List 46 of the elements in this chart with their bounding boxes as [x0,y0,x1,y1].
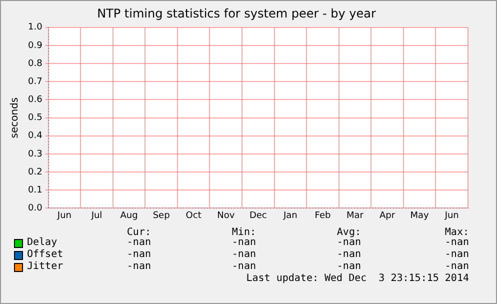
y-tick-label: 1.0 [28,22,43,33]
y-tick-label: 0.6 [28,95,43,106]
x-tick-label: May [410,210,430,221]
text: -nan [336,261,361,272]
x-tick-label: Oct [186,210,202,221]
y-tick-label: 0.8 [28,58,43,69]
text: -nan [126,261,151,272]
y-tick-label: 0.5 [28,113,42,124]
y-tick-label: 0.0 [28,204,43,214]
x-tick-label: Mar [346,210,364,221]
x-tick-label: Nov [217,210,236,221]
text: -nan [126,249,151,260]
x-tick-label: Jul [90,210,102,221]
x-tick-label: Dec [249,210,267,221]
x-tick-label: Jan [282,210,298,221]
x-tick-label: Jun [56,210,72,221]
text: -nan [336,249,361,260]
text: -nan [444,249,469,260]
x-tick-label: Sep [152,210,170,221]
text: -nan [336,237,361,248]
chart-title: NTP timing statistics for system peer - by year [97,6,376,20]
y-tick-label: 0.3 [28,149,42,160]
x-tick-label: Apr [380,210,396,221]
y-axis-title: seconds [10,97,21,138]
x-tick-label: Feb [314,210,331,221]
y-tick-label: 0.4 [28,131,43,142]
legend-label: Jitter [27,261,64,272]
x-tick-label: Aug [120,210,138,221]
text: -nan [232,261,256,272]
text: Min: [232,227,256,238]
legend-label: Delay [27,237,58,248]
text: -nan [126,237,151,248]
y-tick-label: 0.9 [28,40,43,51]
text: Cur: [126,227,151,238]
text: -nan [232,237,256,248]
legend-label: Offset [27,249,64,260]
text: -nan [232,249,256,260]
text: -nan [444,261,469,272]
text: Max: [444,227,469,238]
text: -nan [444,237,469,248]
text: Last update: Wed Dec 3 23:15:15 2014 [246,273,469,284]
y-tick-label: 0.1 [28,185,42,196]
x-tick-label: Jun [444,210,459,221]
text: Avg: [336,227,361,238]
y-tick-label: 0.2 [28,167,42,178]
y-tick-label: 0.7 [28,76,42,87]
